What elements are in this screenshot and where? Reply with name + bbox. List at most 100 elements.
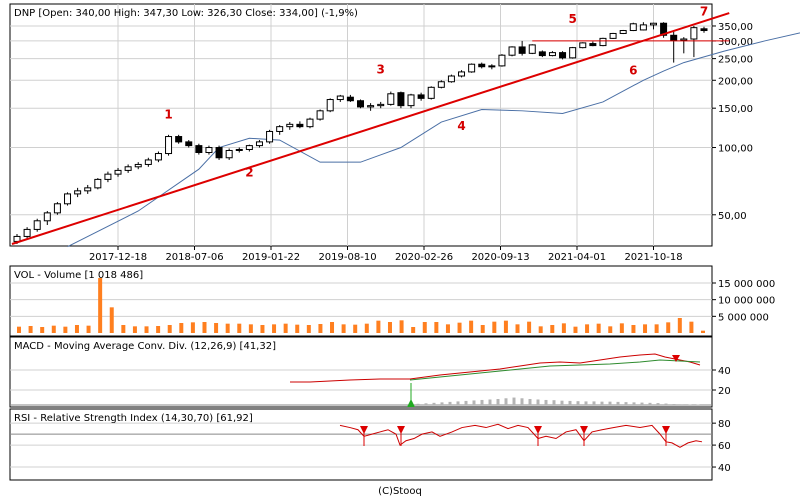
price-tick-label: 150,00 [718, 104, 753, 115]
candle-up [629, 23, 637, 32]
volume-bar [74, 325, 79, 333]
candle-up [144, 159, 152, 165]
macd-buy-signal-marker [407, 399, 415, 407]
macd-panel-frame [9, 336, 713, 408]
macd-histogram-bar [528, 399, 532, 405]
macd-histogram-bar [448, 401, 452, 405]
volume-bar [341, 324, 346, 333]
annotation-label: 5 [568, 12, 576, 26]
volume-bar [515, 324, 520, 333]
macd-histogram-bar [536, 399, 540, 405]
volume-bar [144, 326, 149, 333]
macd-histogram-bar [576, 401, 580, 405]
macd-histogram-bar [584, 401, 588, 405]
macd-histogram-bar [472, 400, 476, 405]
annotation-label: 2 [245, 166, 253, 180]
candle-up [225, 149, 233, 159]
macd-histogram-bar [488, 399, 492, 405]
macd-histogram-bar [664, 403, 668, 405]
macd-histogram-bar [680, 404, 684, 405]
date-tick-label: 2019-01-22 [242, 252, 300, 263]
volume-bar [51, 325, 56, 333]
candle-up [680, 38, 688, 41]
candle-down [478, 63, 486, 68]
rsi-panel-title: RSI - Relative Strength Index (14,30,70)… [14, 413, 253, 424]
volume-bar [237, 323, 242, 333]
candle-up [43, 212, 51, 222]
candle-up [488, 65, 496, 68]
volume-bar [677, 318, 682, 333]
volume-bar [167, 325, 172, 333]
macd-histogram-bar [632, 402, 636, 405]
candle-up [690, 27, 698, 40]
candle-up [33, 220, 41, 230]
macd-series-line [290, 353, 701, 383]
date-tick-label: 2020-09-13 [471, 252, 529, 263]
candle-down [397, 92, 405, 107]
candle-up [599, 37, 607, 47]
candle-down [518, 46, 526, 54]
macd-histogram-bar [672, 404, 676, 405]
candle-up [286, 123, 294, 128]
rsi-tick-label: 80 [718, 419, 731, 430]
candle-up [468, 63, 476, 73]
volume-bar [156, 326, 161, 333]
macd-histogram-bar [456, 401, 460, 405]
macd-histogram-bar [480, 399, 484, 405]
candle-down [215, 147, 223, 159]
candle-up [255, 141, 263, 147]
macd-histogram-bar [560, 400, 564, 405]
candle-down [660, 22, 668, 36]
volume-bar [434, 322, 439, 333]
volume-bar [40, 327, 45, 333]
macd-panel-title: MACD - Moving Average Conv. Div. (12,26,… [14, 341, 276, 352]
rsi-series-line [339, 423, 703, 448]
volume-bar [492, 321, 497, 333]
candle-up [326, 99, 334, 112]
date-tick-label: 2020-02-26 [395, 252, 453, 263]
candle-up [528, 44, 536, 54]
volume-bar [387, 322, 392, 333]
macd-histogram-bar [416, 403, 420, 405]
candle-up [427, 86, 435, 99]
volume-bar [132, 326, 137, 333]
macd-histogram-bar [464, 400, 468, 405]
candle-up [134, 163, 142, 168]
annotation-label: 3 [377, 62, 385, 76]
volume-bar [411, 327, 416, 333]
volume-bar [469, 320, 474, 333]
macd-histogram-bar [600, 401, 604, 405]
candle-up [306, 118, 314, 128]
volume-bar [457, 322, 462, 333]
macd-histogram-bar [640, 402, 644, 405]
candle-down [195, 145, 203, 154]
candle-up [407, 94, 415, 107]
annotation-label: 6 [629, 64, 637, 78]
candle-up [84, 187, 92, 192]
volume-bar [190, 322, 195, 333]
volume-bar [666, 322, 671, 333]
volume-bar [550, 325, 555, 333]
price-tick-label: 300,00 [718, 37, 753, 48]
candle-up [266, 130, 274, 143]
candle-up [609, 32, 617, 39]
price-panel-title: DNP [Open: 340,00 High: 347,30 Low: 326,… [14, 8, 358, 19]
volume-bar [248, 324, 253, 333]
volume-bar [225, 323, 230, 333]
volume-bar [98, 278, 103, 333]
volume-bar [283, 323, 288, 333]
candle-up [104, 173, 112, 180]
candle-up [154, 153, 162, 161]
volume-panel-title: VOL - Volume [1 018 486] [14, 270, 143, 281]
macd-tick-label: 20 [718, 386, 731, 397]
candle-up [437, 81, 445, 88]
volume-bar [179, 323, 184, 333]
candle-up [619, 30, 627, 34]
date-tick-label: 2021-04-01 [548, 252, 606, 263]
volume-bar [63, 326, 68, 333]
rsi-panel-frame [9, 408, 713, 481]
candle-up [205, 147, 213, 154]
macd-histogram-bar [552, 400, 556, 405]
annotation-label: 7 [700, 4, 708, 18]
annotation-label: 4 [457, 119, 465, 133]
